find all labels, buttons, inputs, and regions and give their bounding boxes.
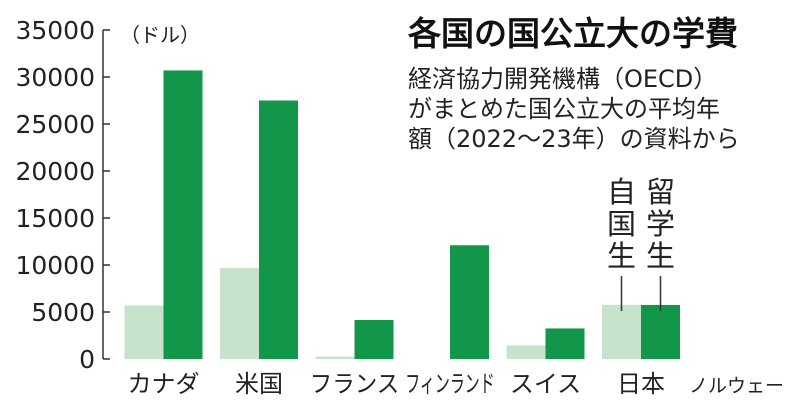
bar-international: [545, 328, 585, 359]
chart-title: 各国の国公立大の学費: [407, 14, 738, 53]
y-tick-label: 25000: [15, 110, 95, 139]
bar-international: [641, 304, 680, 359]
legend-label-char: 学: [646, 207, 675, 241]
legend-label-char: 生: [607, 239, 636, 273]
x-tick-label: 日本: [617, 370, 665, 398]
bars: [124, 70, 680, 360]
x-tick-label: 米国: [235, 370, 283, 398]
bar-domestic: [220, 267, 259, 359]
subtitle-line-2: がまとめた国公立大の平均年: [408, 95, 720, 123]
legend-label-char: 生: [646, 239, 675, 273]
x-tick-label: フィンランド: [405, 370, 495, 398]
y-tick-label: 30000: [15, 63, 95, 92]
legend-label-char: 国: [607, 207, 636, 241]
x-tick-label: フランス: [310, 370, 400, 398]
y-tick-label: 15000: [15, 204, 95, 233]
bar-domestic: [506, 345, 546, 359]
y-tick-label: 5000: [31, 298, 95, 327]
legend-label-char: 留: [646, 175, 675, 209]
y-tick-label: 20000: [15, 157, 95, 186]
y-axis: 0 5000 10000 15000 20000 25000 30000 35000: [15, 16, 110, 374]
bar-international: [450, 245, 489, 359]
y-tick-label: 0: [79, 345, 95, 374]
x-axis-labels: カナダ 米国 フランス フィンランド スイス 日本 ノルウェー: [128, 370, 785, 398]
bar-international: [259, 100, 298, 359]
unit-label: （ドル）: [120, 23, 200, 47]
subtitle-line-1: 経済協力開発機構（OECD）: [408, 65, 717, 93]
y-tick-label: 35000: [15, 16, 95, 45]
legend-label-char: 自: [607, 175, 636, 209]
bar-domestic: [602, 304, 641, 359]
y-tick-label: 10000: [15, 251, 95, 280]
x-tick-label: スイス: [510, 370, 581, 398]
x-tick-label: カナダ: [128, 370, 200, 398]
bar-domestic: [124, 305, 164, 359]
x-tick-label: ノルウェー: [689, 375, 784, 397]
subtitle-line-3: 額（2022〜23年）の資料から: [408, 125, 740, 153]
bar-domestic: [315, 356, 355, 359]
bar-international: [354, 319, 394, 359]
bar-international: [163, 70, 203, 360]
